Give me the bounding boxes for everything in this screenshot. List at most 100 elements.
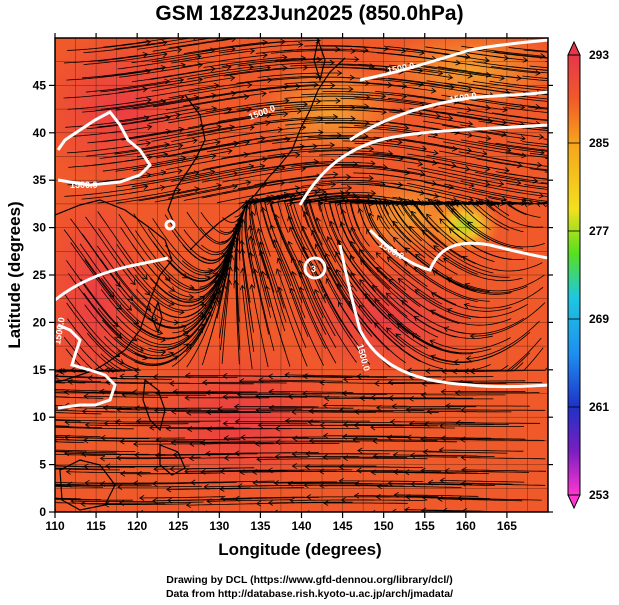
streamline-arrow: [311, 263, 317, 270]
streamline: [256, 458, 341, 460]
streamline: [433, 245, 510, 278]
streamline-arrow: [266, 112, 272, 119]
streamline-arrow: [228, 254, 235, 260]
streamline: [274, 482, 359, 484]
streamline: [98, 49, 182, 62]
streamline: [148, 298, 215, 340]
streamline-arrow: [340, 496, 347, 503]
streamline-arrow: [551, 56, 556, 61]
streamline: [456, 111, 541, 125]
streamline: [216, 187, 300, 204]
streamline-arrow: [550, 199, 555, 204]
streamline: [451, 208, 523, 249]
streamline: [284, 197, 310, 260]
streamline-arrow: [226, 279, 232, 285]
streamline: [370, 77, 454, 88]
streamline-arrow: [413, 266, 420, 272]
streamline: [440, 425, 524, 427]
streamline: [236, 75, 321, 84]
streamline: [523, 49, 548, 53]
streamline: [241, 249, 254, 333]
streamline: [507, 141, 548, 148]
streamline: [491, 66, 548, 74]
streamline: [114, 272, 179, 323]
streamline-arrow: [245, 180, 252, 186]
streamline-arrow: [467, 221, 473, 227]
y-tick-label: 25: [33, 268, 47, 282]
streamline-arrow: [17, 431, 21, 436]
streamline: [325, 253, 373, 324]
streamline: [268, 469, 353, 471]
streamline-arrow: [99, 388, 105, 395]
streamline-arrow: [588, 128, 592, 133]
streamline-arrow: [447, 114, 454, 121]
streamline: [354, 424, 439, 427]
streamline-arrow: [370, 160, 376, 167]
streamline-arrow: [133, 373, 139, 380]
streamline-arrow: [238, 239, 245, 245]
streamline-arrow: [289, 287, 296, 294]
streamline-arrow: [337, 283, 343, 289]
streamline-arrow: [419, 171, 426, 177]
streamline: [151, 126, 235, 142]
streamline: [285, 95, 370, 99]
streamline-arrow: [372, 453, 379, 460]
streamline-arrow: [177, 168, 183, 175]
streamline-arrow: [240, 434, 246, 441]
streamline-arrow: [335, 97, 341, 104]
streamline-arrow: [37, 500, 41, 505]
streamline-arrow: [323, 191, 329, 198]
streamline-arrow: [285, 136, 291, 143]
streamline-arrow: [284, 372, 290, 378]
streamline: [529, 152, 548, 156]
streamline: [438, 498, 523, 502]
streamline: [186, 290, 221, 368]
streamline-arrow: [441, 368, 447, 375]
streamline: [183, 184, 267, 201]
streamline-arrow: [437, 200, 444, 206]
streamline-arrow: [425, 368, 431, 374]
streamline: [349, 255, 408, 318]
streamline-arrow: [55, 436, 59, 443]
streamline: [291, 271, 326, 349]
streamline: [390, 182, 474, 201]
x-tick-label: 125: [168, 519, 188, 533]
streamline-arrow: [373, 322, 380, 328]
streamline-arrow: [103, 420, 109, 427]
streamline: [267, 149, 352, 157]
coast-korea-manchuria: [167, 94, 206, 226]
streamline-arrow: [247, 225, 254, 231]
streamline: [423, 451, 508, 454]
streamline: [203, 56, 287, 68]
streamline-arrow: [277, 194, 284, 201]
streamline: [154, 185, 238, 203]
streamline-arrow: [501, 196, 507, 202]
streamline: [508, 122, 548, 128]
streamline: [299, 287, 337, 364]
streamline: [55, 468, 64, 470]
streamline: [370, 173, 454, 189]
streamline-arrow: [415, 253, 421, 260]
streamline-arrow: [265, 199, 272, 206]
streamline: [413, 201, 455, 245]
streamline: [268, 375, 353, 378]
y-axis: 0 5 10 15 20 25 30 35 40 45: [33, 78, 553, 519]
streamline-arrow: [146, 124, 153, 131]
streamline: [265, 285, 291, 367]
streamline-arrow: [439, 218, 445, 224]
streamline-arrow: [298, 41, 304, 48]
streamline: [242, 268, 255, 352]
streamline-arrow: [591, 70, 595, 75]
streamline: [447, 303, 528, 318]
streamline: [201, 182, 285, 199]
streamline: [386, 201, 444, 263]
streamline: [55, 497, 81, 500]
streamline-arrow: [551, 118, 556, 123]
streamline-arrow: [388, 395, 394, 401]
streamline: [456, 422, 541, 424]
streamline-arrow: [267, 373, 274, 380]
streamline: [460, 180, 544, 197]
streamline-arrow: [382, 164, 388, 170]
streamline: [299, 271, 337, 348]
streamline: [438, 167, 521, 184]
